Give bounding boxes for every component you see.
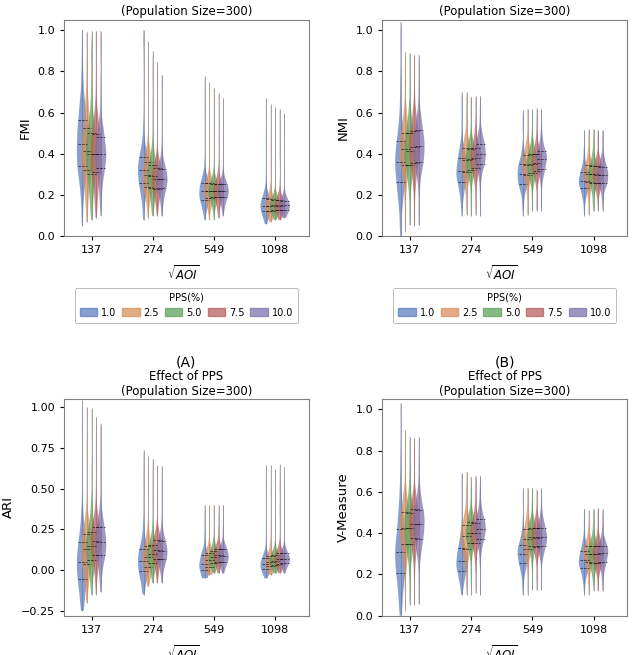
Text: $\sqrt{AOI}$: $\sqrt{AOI}$ (485, 265, 518, 284)
Title: Effect of PPS
(Population Size=300): Effect of PPS (Population Size=300) (439, 0, 570, 18)
Title: Effect of PPS
(Population Size=300): Effect of PPS (Population Size=300) (121, 0, 252, 18)
Y-axis label: NMI: NMI (337, 115, 350, 140)
Text: (A): (A) (176, 356, 196, 369)
Legend: 1.0, 2.5, 5.0, 7.5, 10.0: 1.0, 2.5, 5.0, 7.5, 10.0 (75, 288, 298, 322)
Text: (B): (B) (495, 356, 515, 369)
Text: $\sqrt{AOI}$: $\sqrt{AOI}$ (167, 644, 200, 655)
Title: Effect of PPS
(Population Size=300): Effect of PPS (Population Size=300) (121, 370, 252, 398)
Text: $\sqrt{AOI}$: $\sqrt{AOI}$ (485, 644, 518, 655)
Title: Effect of PPS
(Population Size=300): Effect of PPS (Population Size=300) (439, 370, 570, 398)
Legend: 1.0, 2.5, 5.0, 7.5, 10.0: 1.0, 2.5, 5.0, 7.5, 10.0 (393, 288, 616, 322)
Y-axis label: ARI: ARI (3, 496, 15, 518)
Y-axis label: V-Measure: V-Measure (337, 472, 350, 542)
Text: $\sqrt{AOI}$: $\sqrt{AOI}$ (167, 265, 200, 284)
Y-axis label: FMI: FMI (19, 117, 31, 140)
